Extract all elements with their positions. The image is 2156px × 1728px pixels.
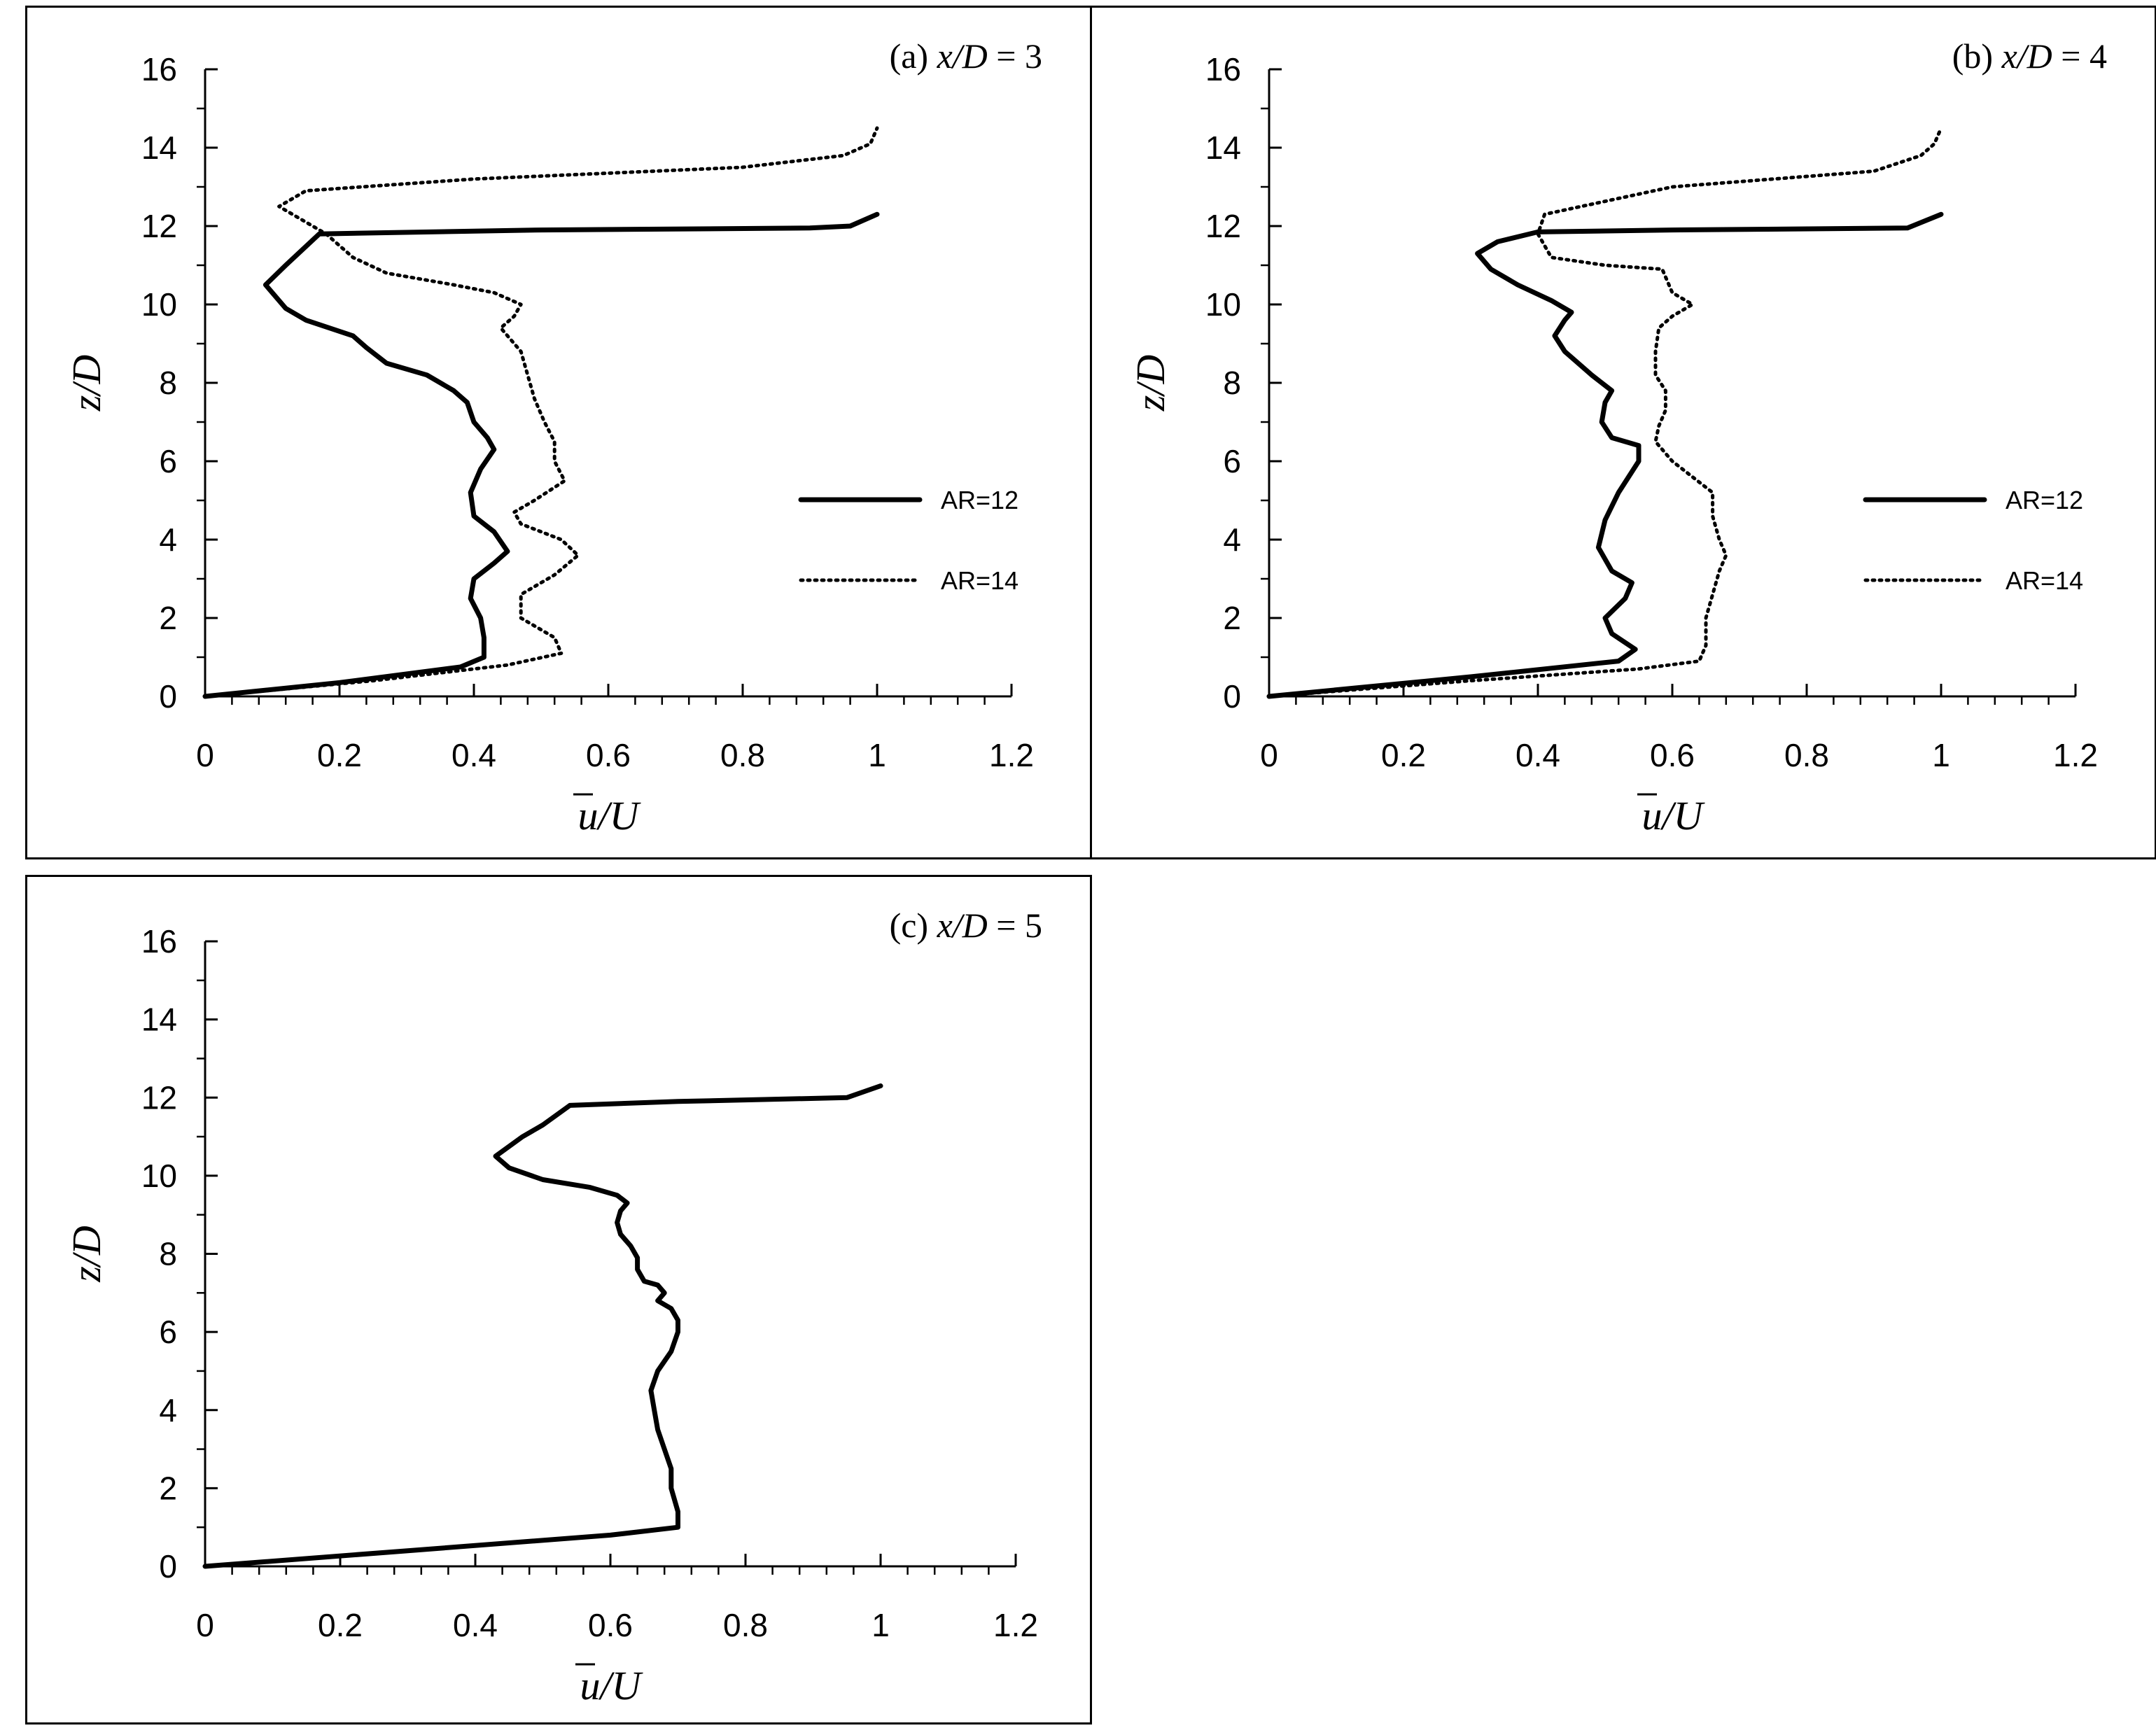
x-axis-title: u/U bbox=[1642, 793, 1706, 838]
y-tick-label: 12 bbox=[1205, 208, 1241, 244]
legend-label: AR=12 bbox=[2005, 486, 2083, 514]
x-tick-label: 1 bbox=[872, 1607, 890, 1643]
panel-title-prefix: (a) bbox=[890, 36, 937, 76]
x-tick-label: 0.4 bbox=[1516, 737, 1560, 773]
y-tick-label: 4 bbox=[159, 1392, 177, 1428]
panel-title-variable: x/D bbox=[937, 906, 988, 945]
chart-panel-b: 0 0.2 0.4 0.6 0.8 1 1.2 0 2 4 6 8 10 12 14 16 u/U z/D (b) … bbox=[1090, 6, 2156, 859]
x-tick-label: 0 bbox=[1260, 737, 1278, 773]
x-tick-label: 0.4 bbox=[453, 1607, 498, 1643]
x-tick-label: 0 bbox=[196, 737, 214, 773]
y-tick-label: 6 bbox=[159, 1314, 177, 1350]
panel-title: (b) x/D = 4 bbox=[1952, 36, 2107, 76]
y-tick-label: 14 bbox=[1205, 129, 1241, 166]
x-axis-title: u/U bbox=[580, 1663, 644, 1708]
y-tick-label: 16 bbox=[1205, 51, 1241, 87]
y-axis-title: z/D bbox=[64, 355, 109, 412]
chart-panel-a: 0 0.2 0.4 0.6 0.8 1 1.2 0 2 4 6 8 10 12 14 16 u/U z/D (a) … bbox=[25, 6, 1092, 859]
y-tick-label: 2 bbox=[1223, 600, 1241, 636]
y-axis-title: z/D bbox=[64, 1225, 109, 1283]
series-line-ar12 bbox=[1266, 211, 1944, 699]
series-line-ar12 bbox=[202, 211, 880, 699]
panel-title-suffix: = 3 bbox=[988, 36, 1042, 76]
y-tick-label: 14 bbox=[141, 1002, 177, 1038]
chart-c-svg: 0 0.2 0.4 0.6 0.8 1 1.2 0 2 4 6 8 10 12 14 16 u/U z/D (c) … bbox=[64, 906, 1042, 1708]
x-axis-title: u/U bbox=[578, 793, 642, 838]
y-axis-title-group: z/D bbox=[64, 1225, 109, 1283]
x-tick-label: 0 bbox=[196, 1607, 214, 1643]
y-axis-title-group: z/D bbox=[1128, 355, 1173, 412]
y-tick-label: 6 bbox=[159, 443, 177, 479]
x-tick-label: 1.2 bbox=[2053, 737, 2098, 773]
panel-title-suffix: = 5 bbox=[988, 906, 1042, 945]
y-tick-label: 12 bbox=[141, 1079, 177, 1116]
y-tick-label: 4 bbox=[159, 521, 177, 558]
y-tick-label: 16 bbox=[141, 923, 177, 960]
y-tick-label: 4 bbox=[1223, 521, 1241, 558]
x-tick-label: 1.2 bbox=[989, 737, 1034, 773]
legend-label: AR=12 bbox=[941, 486, 1018, 514]
y-tick-label: 2 bbox=[159, 1470, 177, 1506]
y-tick-label: 8 bbox=[1223, 365, 1241, 401]
panel-title-variable: x/D bbox=[2001, 36, 2052, 76]
x-tick-label: 0.8 bbox=[1784, 737, 1829, 773]
panel-title-suffix: = 4 bbox=[2052, 36, 2107, 76]
x-tick-label: 0.2 bbox=[318, 1607, 363, 1643]
panel-title: (a) x/D = 3 bbox=[890, 36, 1042, 76]
legend-label: AR=14 bbox=[941, 566, 1018, 595]
x-tick-label: 0.2 bbox=[1381, 737, 1426, 773]
chart-b-svg: 0 0.2 0.4 0.6 0.8 1 1.2 0 2 4 6 8 10 12 14 16 u/U z/D (b) … bbox=[1128, 36, 2107, 838]
x-tick-label: 0.6 bbox=[1650, 737, 1695, 773]
x-tick-label: 1 bbox=[1932, 737, 1950, 773]
y-tick-label: 2 bbox=[159, 600, 177, 636]
x-tick-label: 0.4 bbox=[451, 737, 496, 773]
y-tick-label: 6 bbox=[1223, 443, 1241, 479]
x-tick-label: 0.6 bbox=[588, 1607, 633, 1643]
y-tick-label: 10 bbox=[1205, 286, 1241, 323]
chart-a-svg: 0 0.2 0.4 0.6 0.8 1 1.2 0 2 4 6 8 10 12 14 16 u/U z/D (a) … bbox=[64, 36, 1042, 838]
x-tick-label: 1.2 bbox=[993, 1607, 1038, 1643]
y-tick-label: 14 bbox=[141, 129, 177, 166]
y-tick-label: 12 bbox=[141, 208, 177, 244]
y-tick-label: 16 bbox=[141, 51, 177, 87]
y-tick-label: 10 bbox=[141, 1158, 177, 1194]
y-tick-label: 0 bbox=[159, 678, 177, 715]
y-tick-label: 8 bbox=[159, 365, 177, 401]
panel-title-prefix: (c) bbox=[890, 906, 937, 945]
x-tick-label: 0.8 bbox=[723, 1607, 768, 1643]
y-tick-label: 8 bbox=[159, 1236, 177, 1272]
x-tick-label: 1 bbox=[868, 737, 886, 773]
panel-title-prefix: (b) bbox=[1952, 36, 2002, 76]
x-tick-label: 0.6 bbox=[586, 737, 631, 773]
series-line-ar14 bbox=[1267, 126, 1943, 698]
x-tick-label: 0.8 bbox=[720, 737, 765, 773]
chart-panel-c: 0 0.2 0.4 0.6 0.8 1 1.2 0 2 4 6 8 10 12 14 16 u/U z/D (c) … bbox=[25, 875, 1092, 1725]
y-tick-label: 0 bbox=[159, 1548, 177, 1585]
panel-title: (c) x/D = 5 bbox=[890, 906, 1042, 945]
y-axis-title-group: z/D bbox=[64, 355, 109, 412]
y-tick-label: 0 bbox=[1223, 678, 1241, 715]
y-tick-label: 10 bbox=[141, 286, 177, 323]
x-tick-label: 0.2 bbox=[317, 737, 362, 773]
y-axis-title: z/D bbox=[1128, 355, 1173, 412]
panel-title-variable: x/D bbox=[937, 36, 988, 76]
series-line bbox=[202, 1083, 883, 1569]
legend-label: AR=14 bbox=[2005, 566, 2083, 595]
series-line-ar14 bbox=[203, 126, 879, 698]
